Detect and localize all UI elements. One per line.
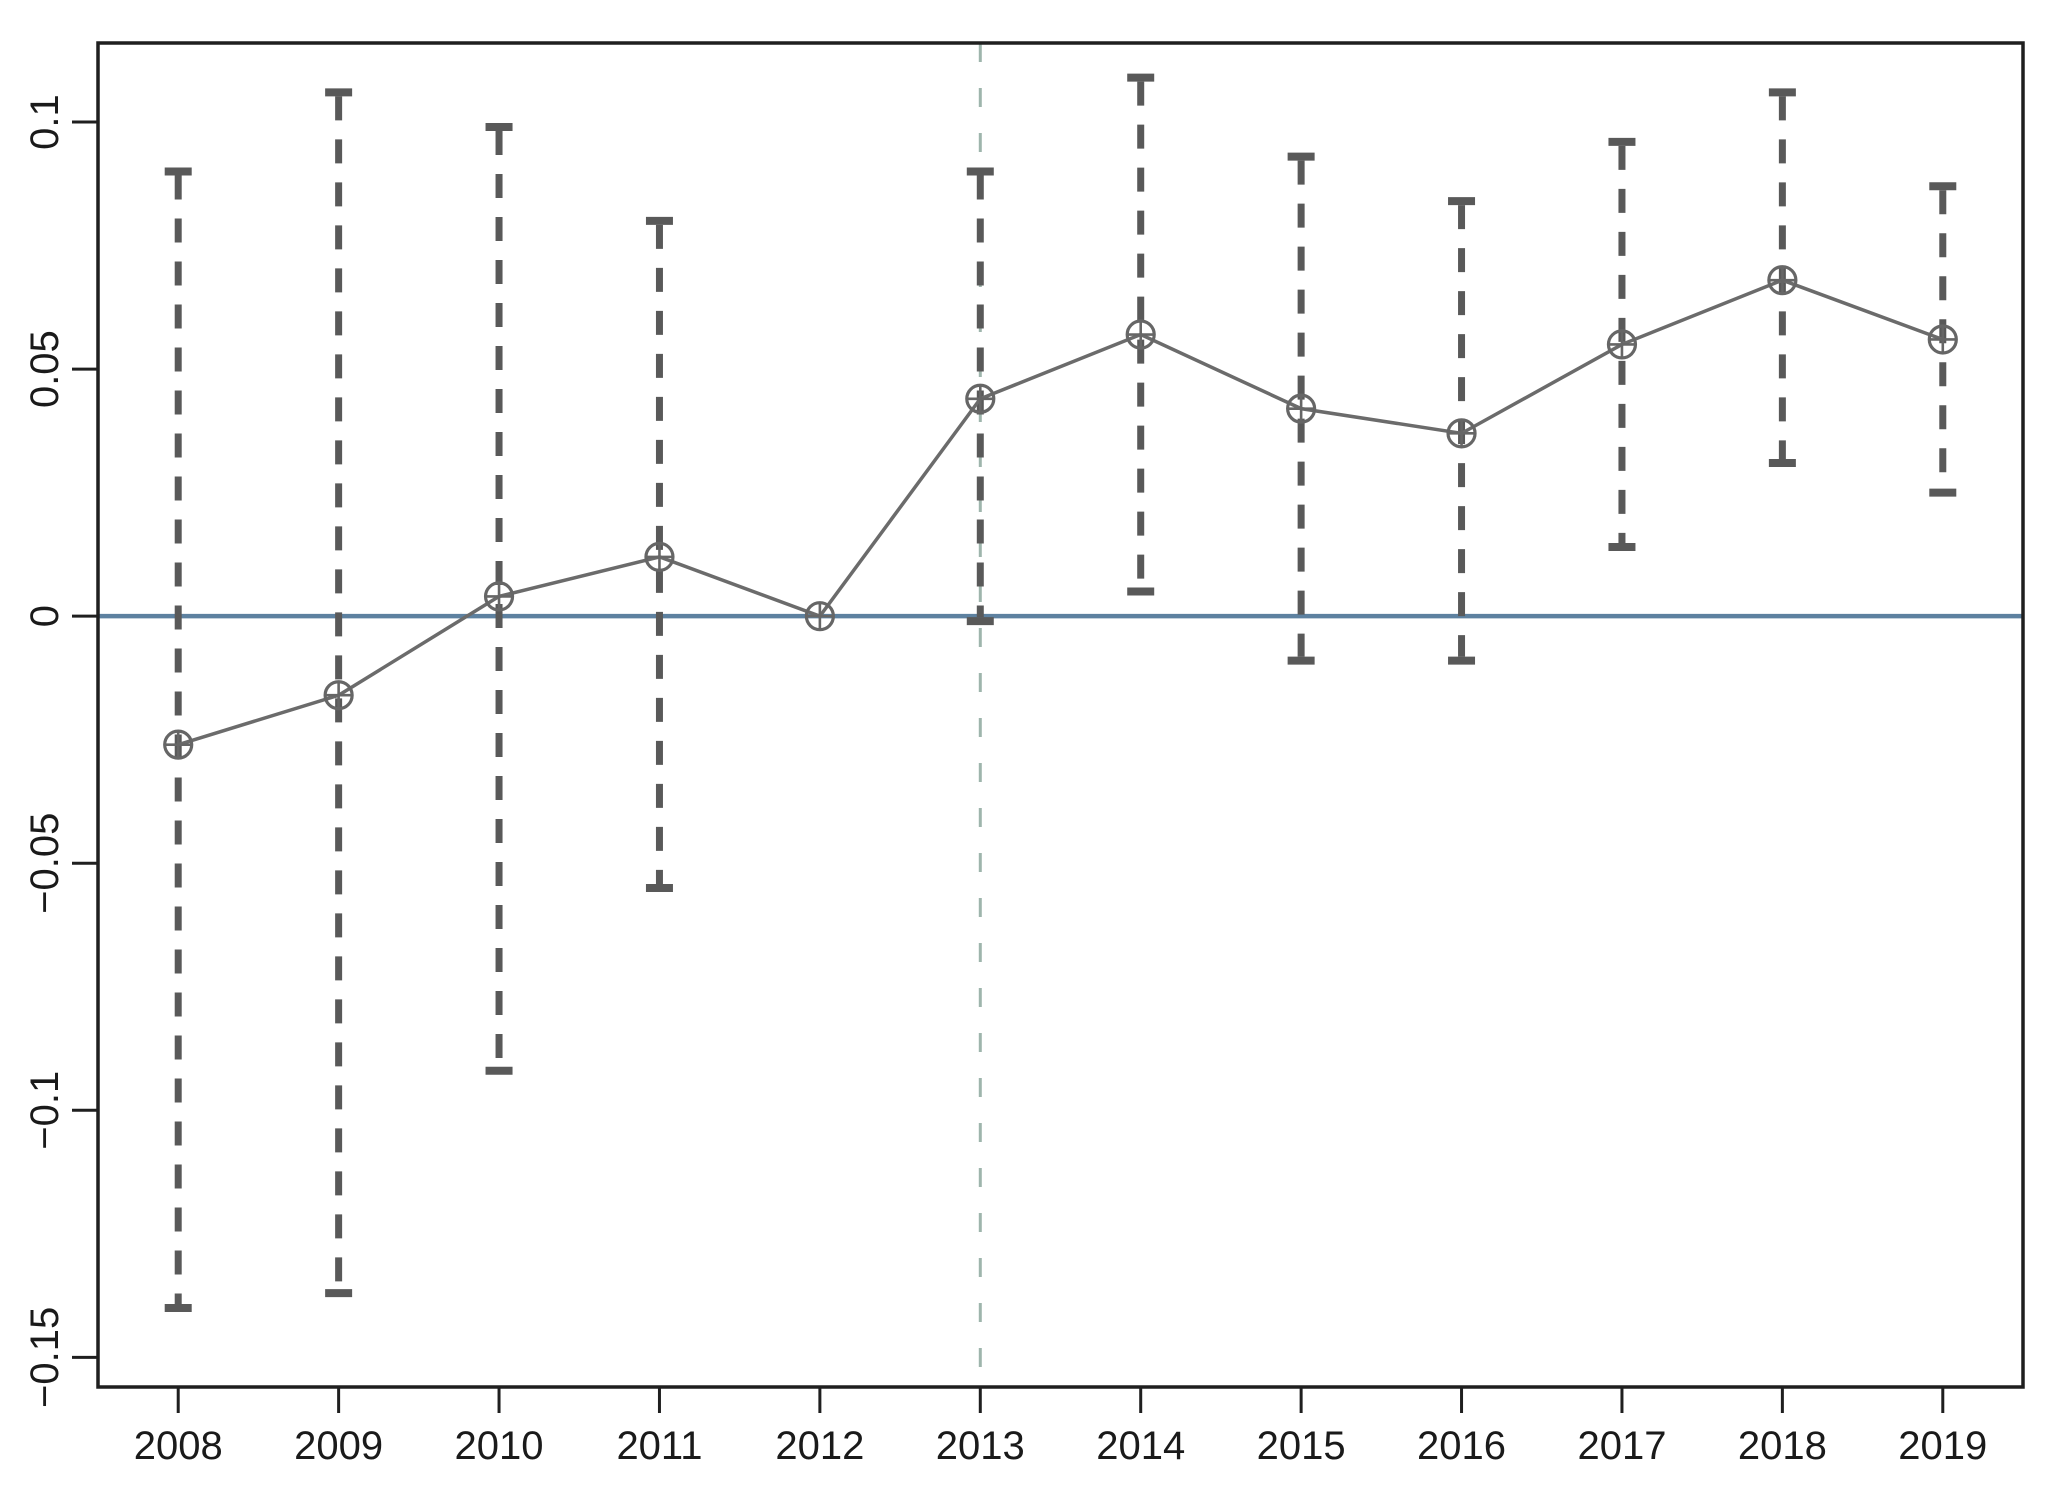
x-tick-label-2016: 2016 xyxy=(1417,1424,1506,1468)
plot-border xyxy=(96,41,2025,1389)
x-tick-label-2018: 2018 xyxy=(1738,1424,1827,1468)
x-tick-label-2019: 2019 xyxy=(1898,1424,1987,1468)
estimate-line xyxy=(177,278,1944,747)
x-tick-label-2008: 2008 xyxy=(134,1424,223,1468)
x-tick-label-2017: 2017 xyxy=(1577,1424,1666,1468)
y-tick-label-−0.05: −0.05 xyxy=(23,813,67,914)
y-tick-label-−0.1: −0.1 xyxy=(23,1071,67,1150)
x-tick-label-2014: 2014 xyxy=(1096,1424,1185,1468)
x-tick-label-2015: 2015 xyxy=(1257,1424,1346,1468)
y-tick-label-0.1: 0.1 xyxy=(23,94,67,150)
x-tick-label-2009: 2009 xyxy=(294,1424,383,1468)
x-tick-label-2011: 2011 xyxy=(616,1424,702,1468)
y-tick-label-0.05: 0.05 xyxy=(23,330,67,408)
x-tick-label-2012: 2012 xyxy=(775,1424,864,1468)
x-tick-label-2013: 2013 xyxy=(936,1424,1025,1468)
x-tick-label-2010: 2010 xyxy=(455,1424,544,1468)
y-tick-label-−0.15: −0.15 xyxy=(23,1307,67,1408)
y-tick-label-0: 0 xyxy=(23,605,67,627)
